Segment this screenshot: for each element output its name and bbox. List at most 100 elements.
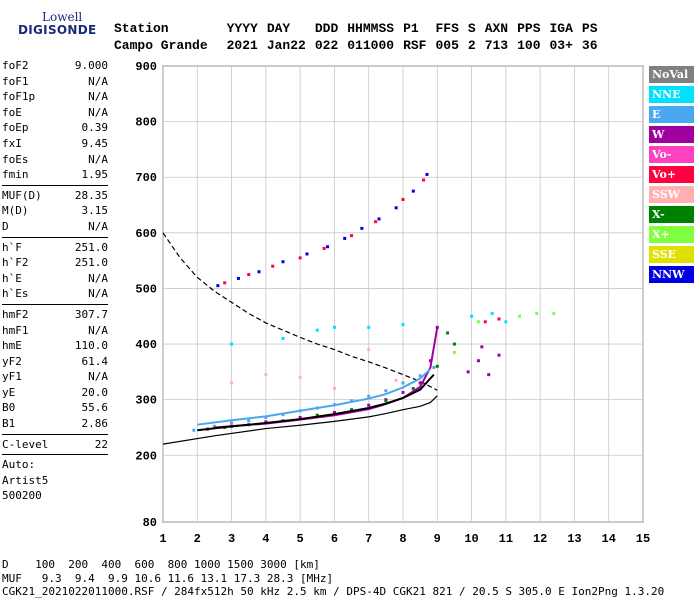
x-tick-label: 13 bbox=[567, 532, 581, 546]
param-row: M(D) 3.15 bbox=[2, 203, 108, 219]
data-point bbox=[384, 389, 388, 393]
data-point bbox=[350, 234, 354, 238]
param-name: fmin bbox=[2, 168, 29, 182]
data-point bbox=[452, 342, 456, 346]
data-point bbox=[428, 359, 432, 363]
x-tick-label: 7 bbox=[365, 532, 372, 546]
trace-line bbox=[197, 373, 435, 432]
x-tick-label: 3 bbox=[228, 532, 235, 546]
legend-item-x: X+ bbox=[649, 226, 694, 243]
param-value: N/A bbox=[88, 74, 108, 88]
data-point bbox=[247, 273, 251, 277]
data-point bbox=[343, 236, 347, 240]
x-tick-label: 9 bbox=[434, 532, 441, 546]
param-value: 55.6 bbox=[81, 401, 109, 415]
param-row: foE N/A bbox=[2, 105, 108, 121]
footer-file-row: CGK21_2021022011000.RSF / 284fx512h 50 k… bbox=[2, 585, 665, 598]
param-name: M(D) bbox=[2, 204, 29, 218]
autoscaling-line: Auto: bbox=[2, 458, 36, 472]
data-point bbox=[384, 399, 388, 403]
data-point bbox=[257, 270, 261, 274]
param-separator bbox=[2, 433, 108, 435]
data-point bbox=[401, 323, 405, 327]
param-value: 61.4 bbox=[81, 354, 109, 368]
data-point bbox=[281, 413, 285, 417]
param-row: hmF1 N/A bbox=[2, 323, 108, 339]
param-name: hmF2 bbox=[2, 307, 29, 321]
param-row: hmE 110.0 bbox=[2, 338, 108, 354]
data-point bbox=[490, 311, 494, 315]
data-point bbox=[264, 420, 268, 424]
param-value: N/A bbox=[88, 219, 108, 233]
data-point bbox=[367, 325, 371, 329]
param-value: 251.0 bbox=[74, 256, 108, 270]
x-tick-label: 8 bbox=[399, 532, 406, 546]
x-tick-label: 2 bbox=[194, 532, 201, 546]
param-value: 28.35 bbox=[74, 188, 108, 202]
header-value: 2021 bbox=[226, 38, 258, 53]
data-point bbox=[298, 415, 302, 419]
data-point bbox=[504, 320, 508, 324]
header-label: PPS bbox=[517, 21, 541, 36]
data-point bbox=[315, 413, 319, 417]
data-point bbox=[446, 331, 450, 335]
param-name: B0 bbox=[2, 401, 16, 415]
header-label: S bbox=[467, 21, 476, 36]
logo-lowell: Lowell bbox=[42, 10, 83, 24]
param-value: 9.45 bbox=[81, 136, 109, 150]
x-tick-label: 12 bbox=[533, 532, 547, 546]
param-name: fxI bbox=[2, 136, 22, 150]
data-point bbox=[432, 365, 436, 369]
legend-item-vo: Vo+ bbox=[649, 166, 694, 183]
data-point bbox=[305, 252, 309, 256]
data-point bbox=[281, 260, 285, 264]
param-value: N/A bbox=[88, 152, 108, 166]
header-value: 36 bbox=[581, 38, 598, 53]
param-row: C-level 22 bbox=[2, 437, 108, 453]
data-point bbox=[350, 399, 354, 403]
data-point bbox=[487, 373, 491, 377]
legend-item-x: X- bbox=[649, 206, 694, 223]
trace-line bbox=[197, 368, 432, 426]
header-value: 011000 bbox=[347, 38, 395, 53]
polarization-legend: NoVal NNE E W Vo- Vo+ SSW X- X+ SSE NNW bbox=[649, 66, 694, 286]
data-point bbox=[418, 374, 422, 378]
scaled-parameters-panel: foF2 9.000 foF1 N/A foF1p N/A foE N/A foEp 0.39 fx… bbox=[2, 58, 108, 504]
header-label: P1 bbox=[403, 21, 419, 36]
data-point bbox=[401, 197, 405, 201]
param-row: yF2 61.4 bbox=[2, 354, 108, 370]
data-point bbox=[360, 226, 364, 230]
dashed-profile-line bbox=[162, 232, 438, 391]
header-value: 03+ bbox=[549, 38, 573, 53]
data-point bbox=[422, 178, 426, 182]
param-row: foF2 9.000 bbox=[2, 58, 108, 74]
header-label: Station bbox=[114, 21, 169, 36]
param-row: foEs N/A bbox=[2, 152, 108, 168]
header-label: FFS bbox=[435, 21, 459, 36]
param-row: h`F2 251.0 bbox=[2, 255, 108, 271]
legend-item-ssw: SSW bbox=[649, 186, 694, 203]
header-value: Campo Grande bbox=[114, 38, 208, 53]
legend-item-sse: SSE bbox=[649, 246, 694, 263]
x-tick-label: 11 bbox=[499, 532, 513, 546]
data-point bbox=[236, 276, 240, 280]
param-row: yE 20.0 bbox=[2, 385, 108, 401]
header-value: 713 bbox=[484, 38, 509, 53]
header-value: 100 bbox=[517, 38, 541, 53]
true-height-profile-line bbox=[162, 395, 438, 445]
param-row: foF1 N/A bbox=[2, 74, 108, 90]
y-tick-label: 700 bbox=[135, 171, 157, 185]
y-tick-label: 400 bbox=[135, 338, 157, 352]
data-point bbox=[367, 403, 371, 407]
data-point bbox=[476, 320, 480, 324]
x-tick-label: 4 bbox=[262, 532, 269, 546]
param-value: N/A bbox=[88, 287, 108, 301]
param-name: hmF1 bbox=[2, 323, 29, 337]
data-point bbox=[411, 387, 415, 391]
autoscaling-line: 500200 bbox=[2, 489, 42, 503]
param-value: N/A bbox=[88, 105, 108, 119]
param-name: foEp bbox=[2, 121, 29, 135]
data-point bbox=[452, 350, 456, 354]
param-name: C-level bbox=[2, 437, 49, 451]
y-tick-label: 900 bbox=[135, 60, 157, 74]
